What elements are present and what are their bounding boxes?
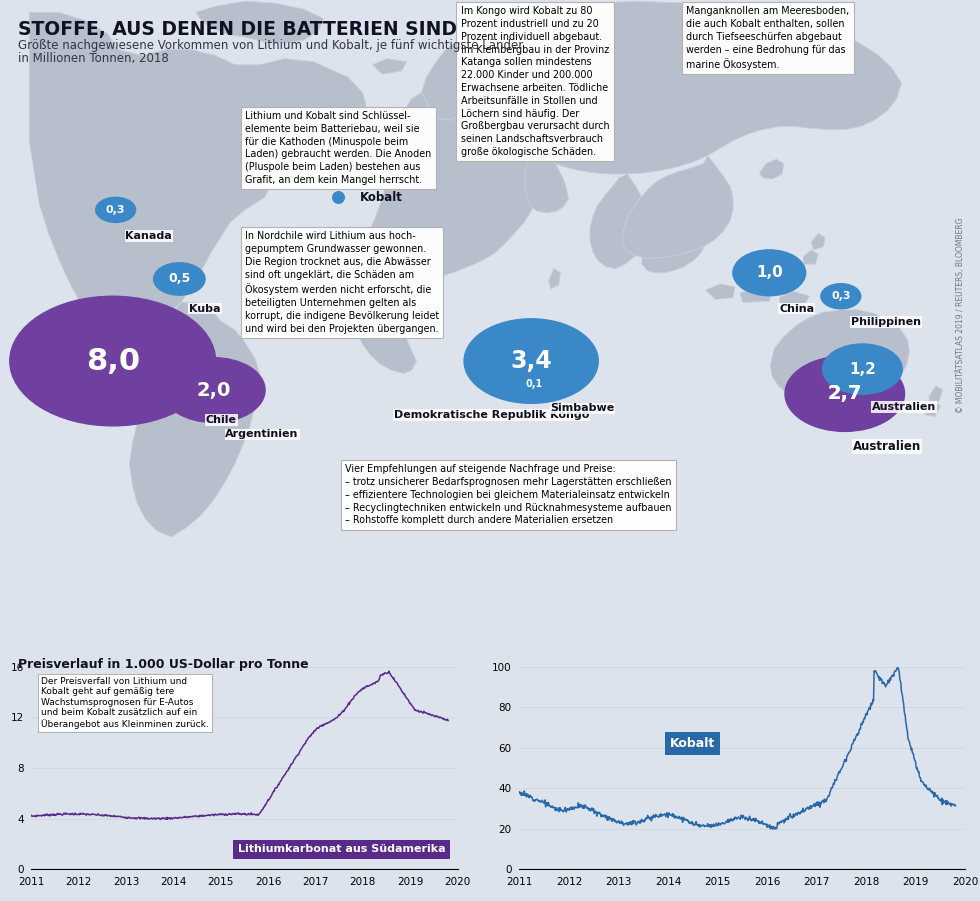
Text: Vier Empfehlungen auf steigende Nachfrage und Preise:
– trotz unsicherer Bedarfs: Vier Empfehlungen auf steigende Nachfrag… xyxy=(345,464,671,525)
Circle shape xyxy=(822,344,903,394)
Text: STOFFE, AUS DENEN DIE BATTERIEN SIND: STOFFE, AUS DENEN DIE BATTERIEN SIND xyxy=(18,20,457,39)
Text: China: China xyxy=(779,304,814,314)
Circle shape xyxy=(465,319,598,404)
Text: Australien: Australien xyxy=(872,403,937,413)
Polygon shape xyxy=(811,233,825,250)
Text: Simbabwe: Simbabwe xyxy=(551,404,614,414)
Polygon shape xyxy=(706,284,735,299)
Polygon shape xyxy=(590,174,649,268)
Text: © MOBILITÄTSATLAS 2019 / REUTERS, BLOOMBERG: © MOBILITÄTSATLAS 2019 / REUTERS, BLOOMB… xyxy=(956,218,965,413)
Text: 0,5: 0,5 xyxy=(169,272,190,286)
Polygon shape xyxy=(770,310,909,406)
Polygon shape xyxy=(517,1,902,174)
Text: Philippinen: Philippinen xyxy=(851,317,920,327)
Text: Demokratische Republik Kongo: Demokratische Republik Kongo xyxy=(394,410,589,421)
Text: 3,4: 3,4 xyxy=(511,349,552,373)
Point xyxy=(330,157,346,171)
Circle shape xyxy=(522,377,546,391)
Text: Größte nachgewiesene Vorkommen von Lithium und Kobalt, je fünf wichtigste Länder: Größte nachgewiesene Vorkommen von Lithi… xyxy=(18,39,523,51)
Text: Lithiumkarbonat aus Südamerika: Lithiumkarbonat aus Südamerika xyxy=(238,844,446,854)
Text: 0,3: 0,3 xyxy=(106,205,125,214)
Polygon shape xyxy=(549,268,561,289)
Text: Lithium: Lithium xyxy=(360,157,410,170)
Polygon shape xyxy=(196,1,323,43)
Text: Kanada: Kanada xyxy=(125,231,172,241)
Polygon shape xyxy=(372,59,407,74)
Circle shape xyxy=(821,284,860,309)
Polygon shape xyxy=(642,195,708,273)
Polygon shape xyxy=(760,159,784,179)
Text: Lithium und Kobalt sind Schlüssel-
elemente beim Batteriebau, weil sie
für die K: Lithium und Kobalt sind Schlüssel- eleme… xyxy=(245,111,431,185)
Polygon shape xyxy=(172,303,196,332)
Text: 0,3: 0,3 xyxy=(831,291,851,301)
Polygon shape xyxy=(129,303,260,537)
Text: Chile: Chile xyxy=(206,414,237,424)
Polygon shape xyxy=(740,287,772,303)
Polygon shape xyxy=(525,114,568,213)
Text: Australien: Australien xyxy=(853,440,921,452)
Circle shape xyxy=(154,263,205,296)
Circle shape xyxy=(785,356,905,432)
Polygon shape xyxy=(929,386,943,403)
Text: Kobalt: Kobalt xyxy=(360,191,403,204)
Text: Preisverlauf in 1.000 US-Dollar pro Tonne: Preisverlauf in 1.000 US-Dollar pro Tonn… xyxy=(18,658,309,670)
Polygon shape xyxy=(353,93,547,373)
Text: 8,0: 8,0 xyxy=(85,347,140,376)
Text: Der Preisverfall von Lithium und
Kobalt geht auf gemäßig tere
Wachstumsprognosen: Der Preisverfall von Lithium und Kobalt … xyxy=(41,677,209,729)
Circle shape xyxy=(96,197,135,223)
Text: in Millionen Tonnen, 2018: in Millionen Tonnen, 2018 xyxy=(18,52,169,65)
Text: 2,0: 2,0 xyxy=(196,380,231,399)
Polygon shape xyxy=(779,291,809,305)
Polygon shape xyxy=(804,250,818,264)
Text: 2,7: 2,7 xyxy=(827,384,862,404)
Point xyxy=(330,190,346,205)
Text: 0,1: 0,1 xyxy=(525,379,543,389)
Text: 2,7: 2,7 xyxy=(827,384,862,404)
Circle shape xyxy=(733,250,806,296)
Text: Argentinien: Argentinien xyxy=(225,430,299,440)
Text: In Nordchile wird Lithium aus hoch-
gepumptem Grundwasser gewonnen.
Die Region t: In Nordchile wird Lithium aus hoch- gepu… xyxy=(245,232,439,333)
Text: 1,0: 1,0 xyxy=(756,265,783,280)
Circle shape xyxy=(10,296,216,426)
Text: Im Kongo wird Kobalt zu 80
Prozent industriell und zu 20
Prozent individuell abg: Im Kongo wird Kobalt zu 80 Prozent indus… xyxy=(461,6,610,157)
Text: Kuba: Kuba xyxy=(189,304,220,314)
Text: Manganknollen am Meeresboden,
die auch Kobalt enthalten, sollen
durch Tiefseesch: Manganknollen am Meeresboden, die auch K… xyxy=(686,6,850,70)
Polygon shape xyxy=(480,14,529,37)
Text: Kobalt: Kobalt xyxy=(670,737,715,751)
Polygon shape xyxy=(622,156,733,258)
Text: 1,2: 1,2 xyxy=(849,361,876,377)
Circle shape xyxy=(162,358,265,423)
Polygon shape xyxy=(29,13,367,340)
Polygon shape xyxy=(421,31,549,121)
Polygon shape xyxy=(925,401,941,416)
